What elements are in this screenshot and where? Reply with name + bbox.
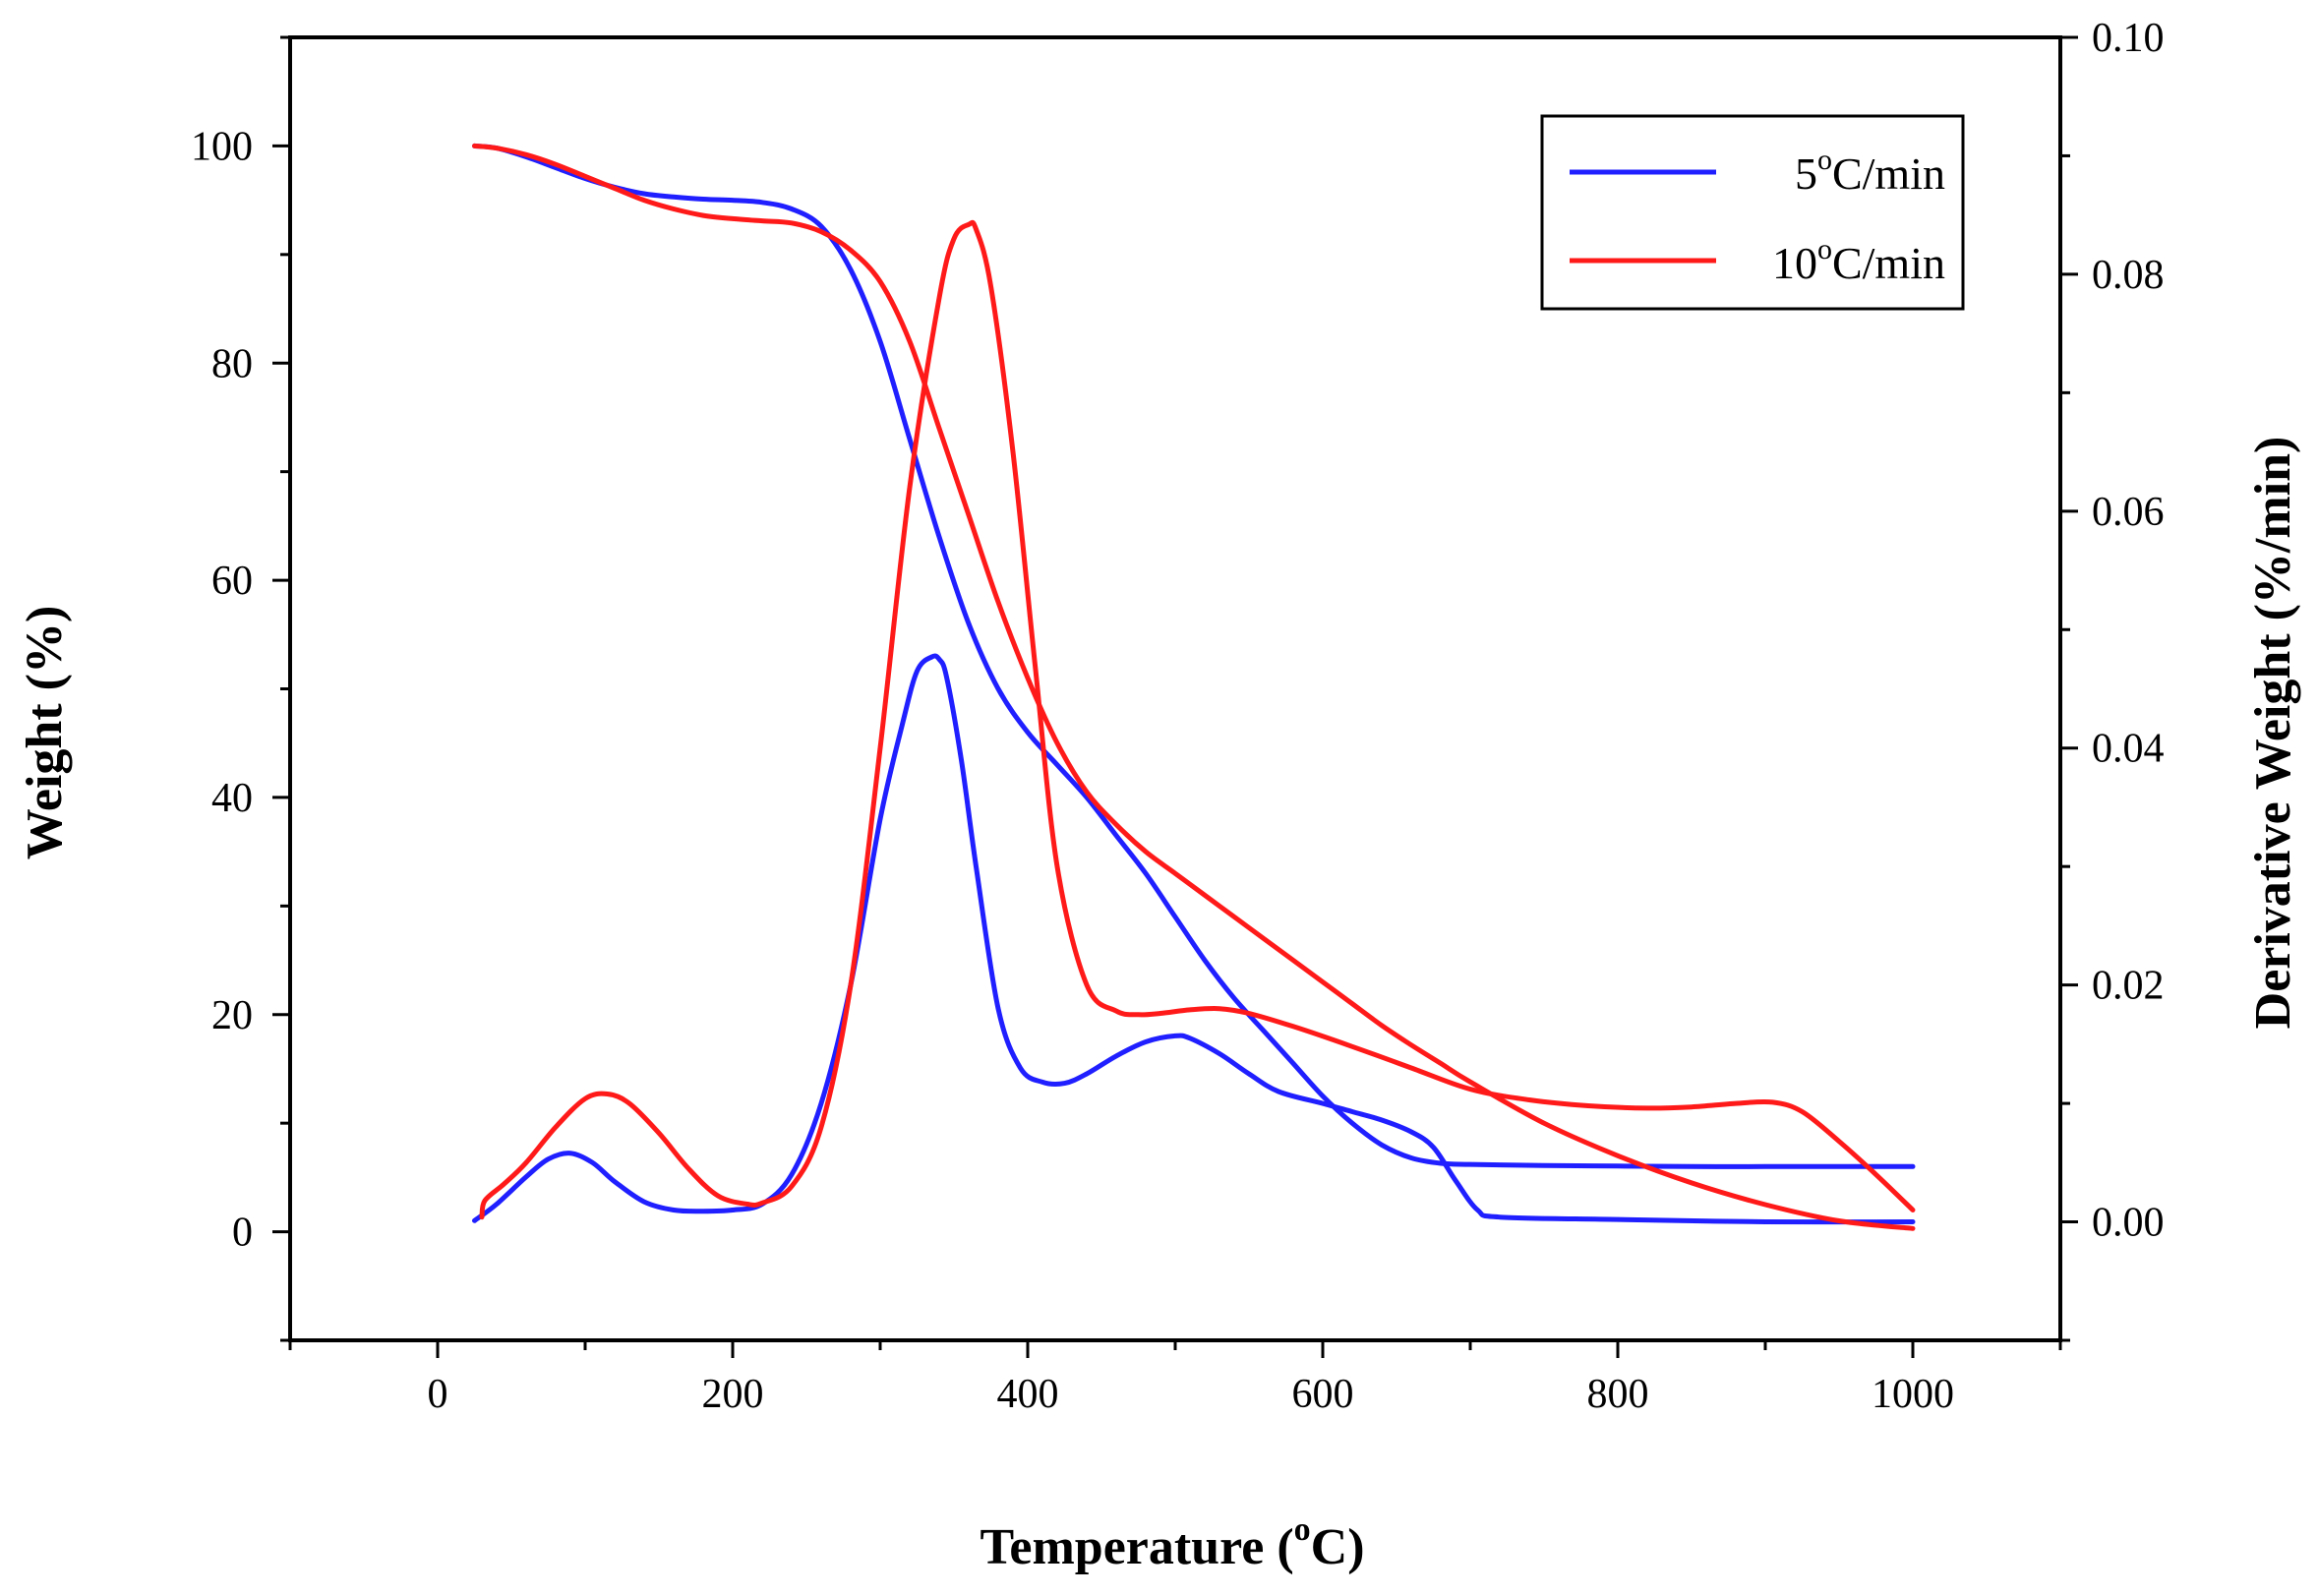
x-axis-title: Temperature (oC) xyxy=(980,1511,1364,1575)
y-tick-label: 80 xyxy=(211,341,253,386)
y-tick-label: 0 xyxy=(232,1211,253,1256)
y-tick-label: 40 xyxy=(211,776,253,821)
series-layer xyxy=(472,143,1916,1231)
series-10cmin-weight xyxy=(472,143,1916,1231)
legend: 5oC/min 10oC/min xyxy=(1540,114,1965,311)
y2-tick-label: 0.08 xyxy=(2092,253,2165,298)
y2-tick-label: 0.10 xyxy=(2092,16,2165,61)
x-tick-label: 1000 xyxy=(1872,1372,1954,1417)
legend-box xyxy=(1540,114,1965,311)
x-tick-label: 800 xyxy=(1587,1372,1649,1417)
legend-label-5: 5oC/min xyxy=(1795,144,1945,199)
series-5cmin-derivative xyxy=(472,653,1916,1225)
series-5cmin-weight xyxy=(472,143,1916,1169)
y-axis-title: Weight (%) xyxy=(17,606,73,860)
y-axis-left: 0 20 40 60 80 100 xyxy=(191,35,290,1342)
y2-tick-label: 0.04 xyxy=(2092,727,2165,772)
x-tick-label: 0 xyxy=(428,1372,448,1417)
series-10cmin-derivative xyxy=(479,219,1916,1220)
y-axis-right: 0.00 0.02 0.04 0.06 0.08 0.10 xyxy=(2060,16,2165,1342)
y-tick-label: 20 xyxy=(211,993,253,1038)
y-tick-label: 100 xyxy=(191,124,253,169)
x-tick-label: 600 xyxy=(1292,1372,1354,1417)
legend-label-10: 10oC/min xyxy=(1772,233,1945,288)
x-tick-label: 200 xyxy=(702,1372,764,1417)
y2-tick-label: 0.00 xyxy=(2092,1201,2165,1246)
y-tick-label: 60 xyxy=(211,559,253,604)
x-tick-label: 400 xyxy=(997,1372,1059,1417)
x-axis: 0 200 400 600 800 1000 xyxy=(288,1340,2062,1417)
y2-tick-label: 0.02 xyxy=(2092,964,2165,1009)
y2-tick-label: 0.06 xyxy=(2092,490,2165,535)
y2-axis-title: Derivative Weight (%/min) xyxy=(2245,437,2301,1030)
